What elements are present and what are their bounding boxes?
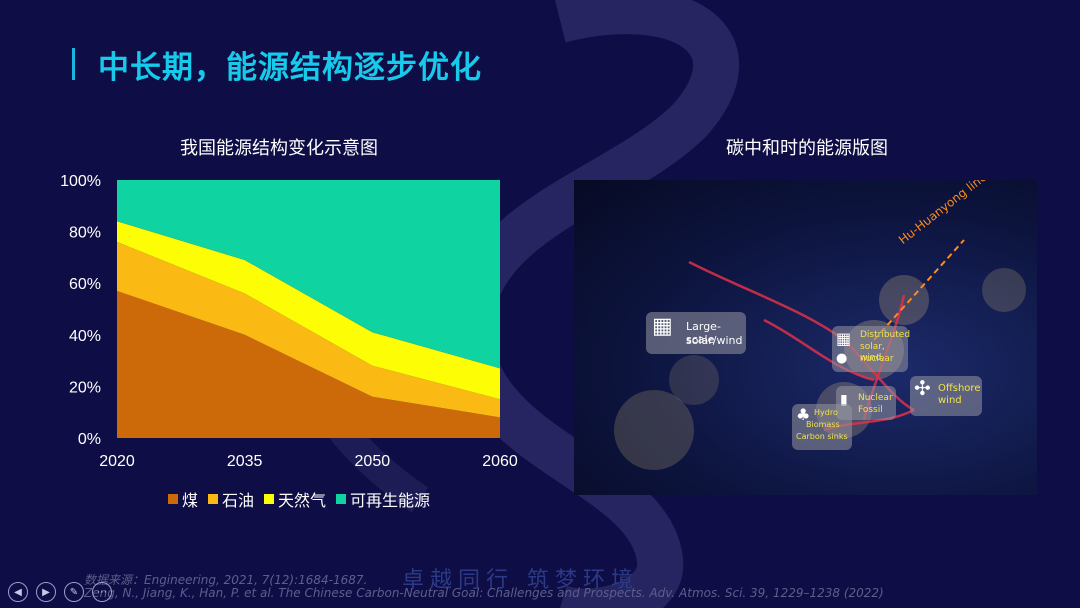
wind-turbine-icon: ✣: [914, 376, 931, 400]
tree-icon: ♣: [796, 405, 811, 424]
card-large-scale-line1: Large-scale: [686, 320, 721, 346]
sheep-icon: ●: [836, 351, 848, 366]
card-hydro: ♣ Hydro Biomass Carbon sinks: [792, 404, 852, 450]
pen-tool-button[interactable]: ✎: [64, 582, 84, 602]
watermark-text: 卓越同行 筑梦环境: [402, 568, 639, 593]
area-series-0: [117, 290, 500, 438]
slide-nav: ◀ ▶ ✎ ⋯: [8, 582, 112, 602]
legend-label-coal: 煤: [182, 491, 199, 510]
map-title: 碳中和时的能源版图: [726, 138, 888, 159]
nuclear-plant-icon: ▮: [840, 392, 848, 408]
legend-item-renewable: 可再生能源: [336, 487, 430, 511]
legend-label-renewable: 可再生能源: [350, 491, 431, 510]
card-distributed-line3: nuclear: [860, 354, 894, 364]
legend-swatch-oil: [208, 494, 219, 504]
more-options-button[interactable]: ⋯: [92, 582, 112, 602]
legend-swatch-gas: [264, 494, 275, 504]
data-source: 数据来源：Engineering, 2021, 7(12):1684-1687.: [84, 573, 368, 587]
solar-panel-icon: ▦: [836, 329, 852, 348]
y-tick-label: 20%: [69, 379, 101, 396]
next-slide-button[interactable]: ▶: [36, 582, 56, 602]
card-distributed-line1: Distributed: [860, 330, 911, 340]
legend-label-gas: 天然气: [278, 491, 327, 510]
card-hydro-line2: Biomass: [806, 420, 840, 429]
legend-swatch-renewable: [336, 494, 347, 504]
y-tick-label: 60%: [69, 276, 101, 293]
chart-legend: 煤 石油 天然气 可再生能源: [168, 487, 430, 511]
area-series-2: [117, 221, 500, 400]
card-large-scale-line2: solar/wind: [686, 334, 743, 347]
y-tick-label: 80%: [69, 225, 101, 242]
legend-item-oil: 石油: [208, 487, 254, 511]
area-series-1: [117, 241, 500, 418]
card-nuclear-line2: Fossil: [858, 405, 883, 415]
x-tick-label: 2060: [482, 453, 518, 470]
y-tick-label: 0%: [78, 431, 101, 448]
x-tick-label: 2050: [355, 453, 391, 470]
title-accent-bar: [72, 48, 75, 80]
card-hydro-line3: Carbon sinks: [796, 432, 848, 441]
card-distributed: ▦ ● Distributed solar, wind, nuclear: [832, 326, 911, 372]
card-distributed-line2: solar, wind,: [860, 342, 885, 363]
reference-citation: Zeng, N., Jiang, K., Han, P. et al. The …: [84, 586, 884, 600]
card-offshore-line1: Offshore: [938, 383, 981, 394]
card-large-scale: ▦ Large-scale solar/wind: [646, 312, 746, 354]
x-tick-label: 2020: [99, 453, 135, 470]
legend-item-coal: 煤: [168, 487, 198, 511]
slide-title: 中长期，能源结构逐步优化: [98, 50, 482, 86]
energy-map: Hu-Huanyong line ▦ Large-scale solar/win…: [574, 180, 1037, 495]
chart-title: 我国能源结构变化示意图: [180, 138, 378, 159]
legend-item-gas: 天然气: [264, 487, 326, 511]
solar-panel-icon: ▦: [652, 314, 673, 339]
x-tick-label: 2035: [227, 453, 263, 470]
card-offshore: ✣ Offshore wind: [910, 376, 982, 416]
prev-slide-button[interactable]: ◀: [8, 582, 28, 602]
card-nuclear-line1: Nuclear: [858, 393, 893, 403]
area-series-3: [117, 180, 500, 369]
legend-swatch-coal: [168, 494, 178, 504]
card-hydro-line1: Hydro: [814, 408, 838, 417]
legend-label-oil: 石油: [222, 491, 255, 510]
y-tick-label: 100%: [60, 173, 101, 190]
card-offshore-line2: wind: [938, 395, 962, 406]
y-tick-label: 40%: [69, 328, 101, 345]
